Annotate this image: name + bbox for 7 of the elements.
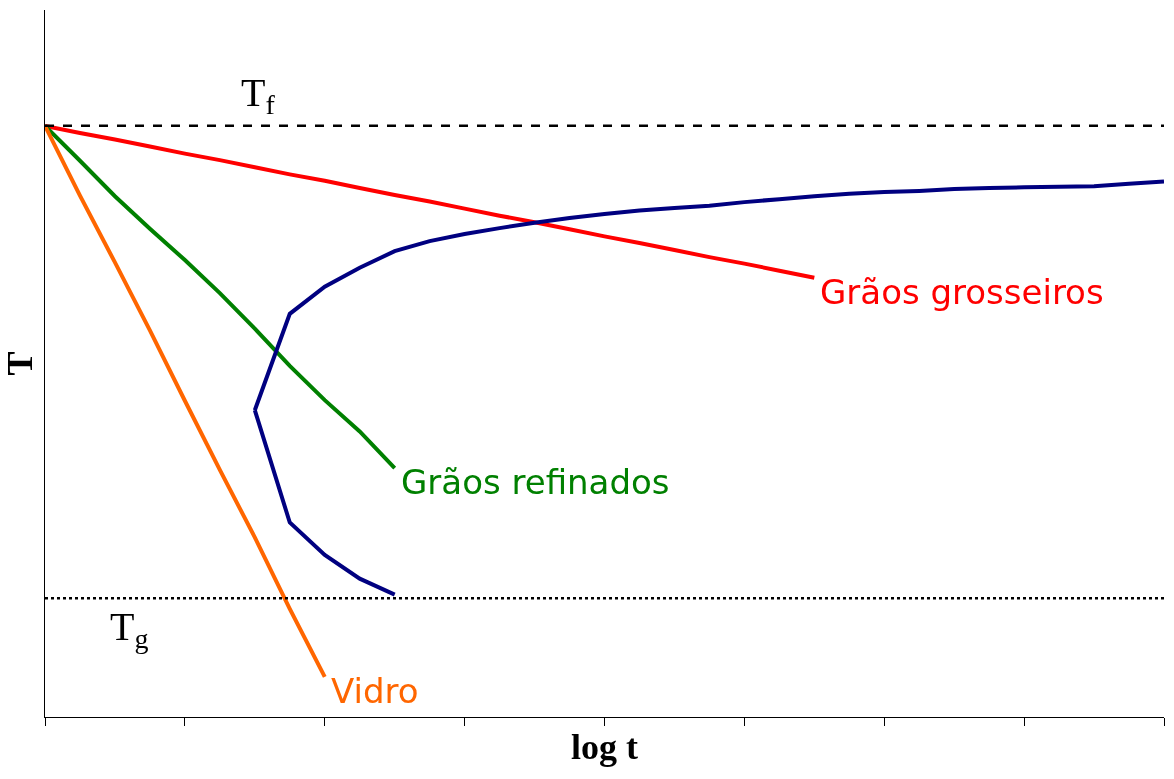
series-label: Vidro: [331, 671, 419, 711]
series-label: Grãos refinados: [401, 462, 670, 502]
y-axis-title: T: [0, 351, 40, 376]
series-label: Grãos grosseiros: [820, 272, 1104, 312]
ref-line-label: T$_{f}$: [241, 70, 276, 121]
x-axis-title: log t: [571, 726, 638, 767]
ref-line-label: T$_{g}$: [110, 604, 149, 655]
